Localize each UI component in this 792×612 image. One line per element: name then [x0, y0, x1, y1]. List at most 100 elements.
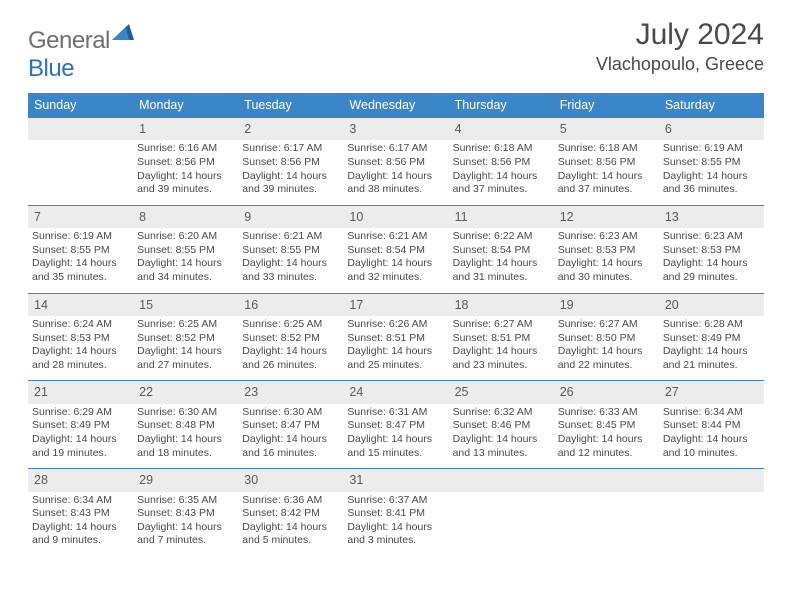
- day-number: 18: [449, 293, 554, 316]
- daylight-text: Daylight: 14 hours and 22 minutes.: [558, 345, 655, 372]
- day-cell: Sunrise: 6:31 AMSunset: 8:47 PMDaylight:…: [343, 404, 448, 469]
- logo-triangle-icon: [112, 24, 134, 40]
- sunset-text: Sunset: 8:47 PM: [347, 419, 444, 433]
- day-number: 19: [554, 293, 659, 316]
- daylight-text: Daylight: 14 hours and 23 minutes.: [453, 345, 550, 372]
- sunset-text: Sunset: 8:54 PM: [453, 244, 550, 258]
- day-number-row: 14151617181920: [28, 293, 764, 316]
- logo: General Blue: [28, 18, 134, 83]
- day-cell: Sunrise: 6:21 AMSunset: 8:55 PMDaylight:…: [238, 228, 343, 293]
- daylight-text: Daylight: 14 hours and 9 minutes.: [32, 521, 129, 548]
- day-cell: Sunrise: 6:34 AMSunset: 8:43 PMDaylight:…: [28, 492, 133, 557]
- sunrise-text: Sunrise: 6:37 AM: [347, 494, 444, 508]
- day-number: 16: [238, 293, 343, 316]
- sunset-text: Sunset: 8:49 PM: [32, 419, 129, 433]
- day-number: 10: [343, 205, 448, 228]
- day-number: 7: [28, 205, 133, 228]
- day-cell: Sunrise: 6:32 AMSunset: 8:46 PMDaylight:…: [449, 404, 554, 469]
- logo-text-blue: Blue: [28, 55, 74, 82]
- sunset-text: Sunset: 8:48 PM: [137, 419, 234, 433]
- day-cell: Sunrise: 6:27 AMSunset: 8:51 PMDaylight:…: [449, 316, 554, 381]
- sunset-text: Sunset: 8:56 PM: [137, 156, 234, 170]
- day-content-row: Sunrise: 6:34 AMSunset: 8:43 PMDaylight:…: [28, 492, 764, 557]
- day-number: 29: [133, 469, 238, 492]
- day-cell: Sunrise: 6:22 AMSunset: 8:54 PMDaylight:…: [449, 228, 554, 293]
- sunrise-text: Sunrise: 6:17 AM: [242, 142, 339, 156]
- sunrise-text: Sunrise: 6:22 AM: [453, 230, 550, 244]
- sunset-text: Sunset: 8:56 PM: [453, 156, 550, 170]
- day-header: Wednesday: [343, 93, 448, 118]
- daylight-text: Daylight: 14 hours and 37 minutes.: [453, 170, 550, 197]
- sunrise-text: Sunrise: 6:25 AM: [242, 318, 339, 332]
- daylight-text: Daylight: 14 hours and 34 minutes.: [137, 257, 234, 284]
- sunset-text: Sunset: 8:51 PM: [347, 332, 444, 346]
- sunrise-text: Sunrise: 6:34 AM: [663, 406, 760, 420]
- day-header: Saturday: [659, 93, 764, 118]
- sunset-text: Sunset: 8:42 PM: [242, 507, 339, 521]
- daylight-text: Daylight: 14 hours and 30 minutes.: [558, 257, 655, 284]
- day-cell: Sunrise: 6:26 AMSunset: 8:51 PMDaylight:…: [343, 316, 448, 381]
- day-number: 6: [659, 118, 764, 141]
- day-cell: Sunrise: 6:16 AMSunset: 8:56 PMDaylight:…: [133, 140, 238, 205]
- day-cell: Sunrise: 6:18 AMSunset: 8:56 PMDaylight:…: [554, 140, 659, 205]
- daylight-text: Daylight: 14 hours and 33 minutes.: [242, 257, 339, 284]
- day-cell: Sunrise: 6:21 AMSunset: 8:54 PMDaylight:…: [343, 228, 448, 293]
- day-cell: Sunrise: 6:23 AMSunset: 8:53 PMDaylight:…: [554, 228, 659, 293]
- day-number: 5: [554, 118, 659, 141]
- day-number: [449, 469, 554, 492]
- sunset-text: Sunset: 8:55 PM: [137, 244, 234, 258]
- sunrise-text: Sunrise: 6:28 AM: [663, 318, 760, 332]
- day-number: 31: [343, 469, 448, 492]
- sunset-text: Sunset: 8:53 PM: [32, 332, 129, 346]
- daylight-text: Daylight: 14 hours and 3 minutes.: [347, 521, 444, 548]
- day-cell: Sunrise: 6:17 AMSunset: 8:56 PMDaylight:…: [238, 140, 343, 205]
- day-cell: Sunrise: 6:20 AMSunset: 8:55 PMDaylight:…: [133, 228, 238, 293]
- daylight-text: Daylight: 14 hours and 19 minutes.: [32, 433, 129, 460]
- daylight-text: Daylight: 14 hours and 5 minutes.: [242, 521, 339, 548]
- day-cell: Sunrise: 6:34 AMSunset: 8:44 PMDaylight:…: [659, 404, 764, 469]
- day-number: 26: [554, 381, 659, 404]
- day-cell: Sunrise: 6:17 AMSunset: 8:56 PMDaylight:…: [343, 140, 448, 205]
- day-number-row: 78910111213: [28, 205, 764, 228]
- day-number: 2: [238, 118, 343, 141]
- day-cell: Sunrise: 6:27 AMSunset: 8:50 PMDaylight:…: [554, 316, 659, 381]
- logo-text-gray: General: [28, 27, 110, 54]
- day-content-row: Sunrise: 6:19 AMSunset: 8:55 PMDaylight:…: [28, 228, 764, 293]
- month-title: July 2024: [596, 18, 764, 52]
- daylight-text: Daylight: 14 hours and 21 minutes.: [663, 345, 760, 372]
- sunset-text: Sunset: 8:50 PM: [558, 332, 655, 346]
- day-number: 13: [659, 205, 764, 228]
- sunset-text: Sunset: 8:45 PM: [558, 419, 655, 433]
- sunset-text: Sunset: 8:56 PM: [347, 156, 444, 170]
- daylight-text: Daylight: 14 hours and 29 minutes.: [663, 257, 760, 284]
- day-header-row: SundayMondayTuesdayWednesdayThursdayFrid…: [28, 93, 764, 118]
- daylight-text: Daylight: 14 hours and 15 minutes.: [347, 433, 444, 460]
- location: Vlachopoulo, Greece: [596, 54, 764, 75]
- sunset-text: Sunset: 8:51 PM: [453, 332, 550, 346]
- day-number: 12: [554, 205, 659, 228]
- day-number: [28, 118, 133, 141]
- sunset-text: Sunset: 8:52 PM: [137, 332, 234, 346]
- sunset-text: Sunset: 8:56 PM: [242, 156, 339, 170]
- daylight-text: Daylight: 14 hours and 38 minutes.: [347, 170, 444, 197]
- sunrise-text: Sunrise: 6:31 AM: [347, 406, 444, 420]
- sunrise-text: Sunrise: 6:20 AM: [137, 230, 234, 244]
- sunrise-text: Sunrise: 6:25 AM: [137, 318, 234, 332]
- sunset-text: Sunset: 8:56 PM: [558, 156, 655, 170]
- sunrise-text: Sunrise: 6:36 AM: [242, 494, 339, 508]
- sunrise-text: Sunrise: 6:23 AM: [558, 230, 655, 244]
- day-cell: Sunrise: 6:25 AMSunset: 8:52 PMDaylight:…: [238, 316, 343, 381]
- sunset-text: Sunset: 8:41 PM: [347, 507, 444, 521]
- sunrise-text: Sunrise: 6:24 AM: [32, 318, 129, 332]
- sunrise-text: Sunrise: 6:17 AM: [347, 142, 444, 156]
- day-content-row: Sunrise: 6:16 AMSunset: 8:56 PMDaylight:…: [28, 140, 764, 205]
- day-number: 4: [449, 118, 554, 141]
- sunrise-text: Sunrise: 6:18 AM: [558, 142, 655, 156]
- daylight-text: Daylight: 14 hours and 7 minutes.: [137, 521, 234, 548]
- day-cell: Sunrise: 6:37 AMSunset: 8:41 PMDaylight:…: [343, 492, 448, 557]
- sunrise-text: Sunrise: 6:27 AM: [453, 318, 550, 332]
- sunrise-text: Sunrise: 6:34 AM: [32, 494, 129, 508]
- day-cell: Sunrise: 6:28 AMSunset: 8:49 PMDaylight:…: [659, 316, 764, 381]
- day-cell: Sunrise: 6:18 AMSunset: 8:56 PMDaylight:…: [449, 140, 554, 205]
- daylight-text: Daylight: 14 hours and 25 minutes.: [347, 345, 444, 372]
